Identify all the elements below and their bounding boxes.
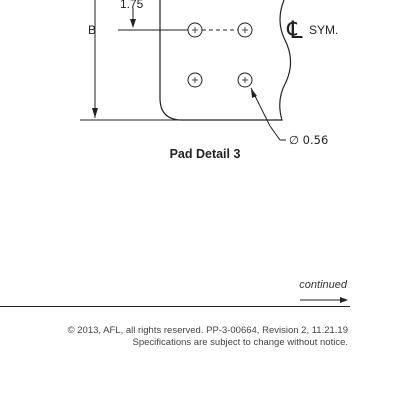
disclaimer-line: Specifications are subject to change wit…: [132, 337, 348, 348]
dimension-label-175: 1.75: [120, 0, 144, 11]
hole: [237, 72, 253, 88]
continued-label: continued: [299, 279, 347, 291]
hole-callout-label: ∅ 0.56: [289, 133, 328, 147]
hole: [187, 22, 203, 38]
footer-rule: [0, 306, 350, 307]
pad-outline: [159, 0, 292, 121]
hole-leader-line: [250, 87, 286, 141]
continued-arrow-icon: [300, 297, 348, 303]
hole: [187, 72, 203, 88]
dimension-label-b: B: [88, 23, 96, 37]
footer: © 2013, AFL, all rights reserved. PP-3-0…: [68, 325, 348, 349]
figure-caption: Pad Detail 3: [169, 147, 241, 161]
centerline-label: SYM.: [309, 23, 338, 37]
hole-leader-arrow: [251, 88, 257, 98]
copyright-line: © 2013, AFL, all rights reserved. PP-3-0…: [67, 325, 348, 336]
hole: [237, 22, 253, 38]
dimension-arrow-175: [130, 19, 136, 28]
dimension-arrow-b: [92, 108, 98, 118]
centerline-symbol-icon: ℄: [284, 16, 306, 44]
